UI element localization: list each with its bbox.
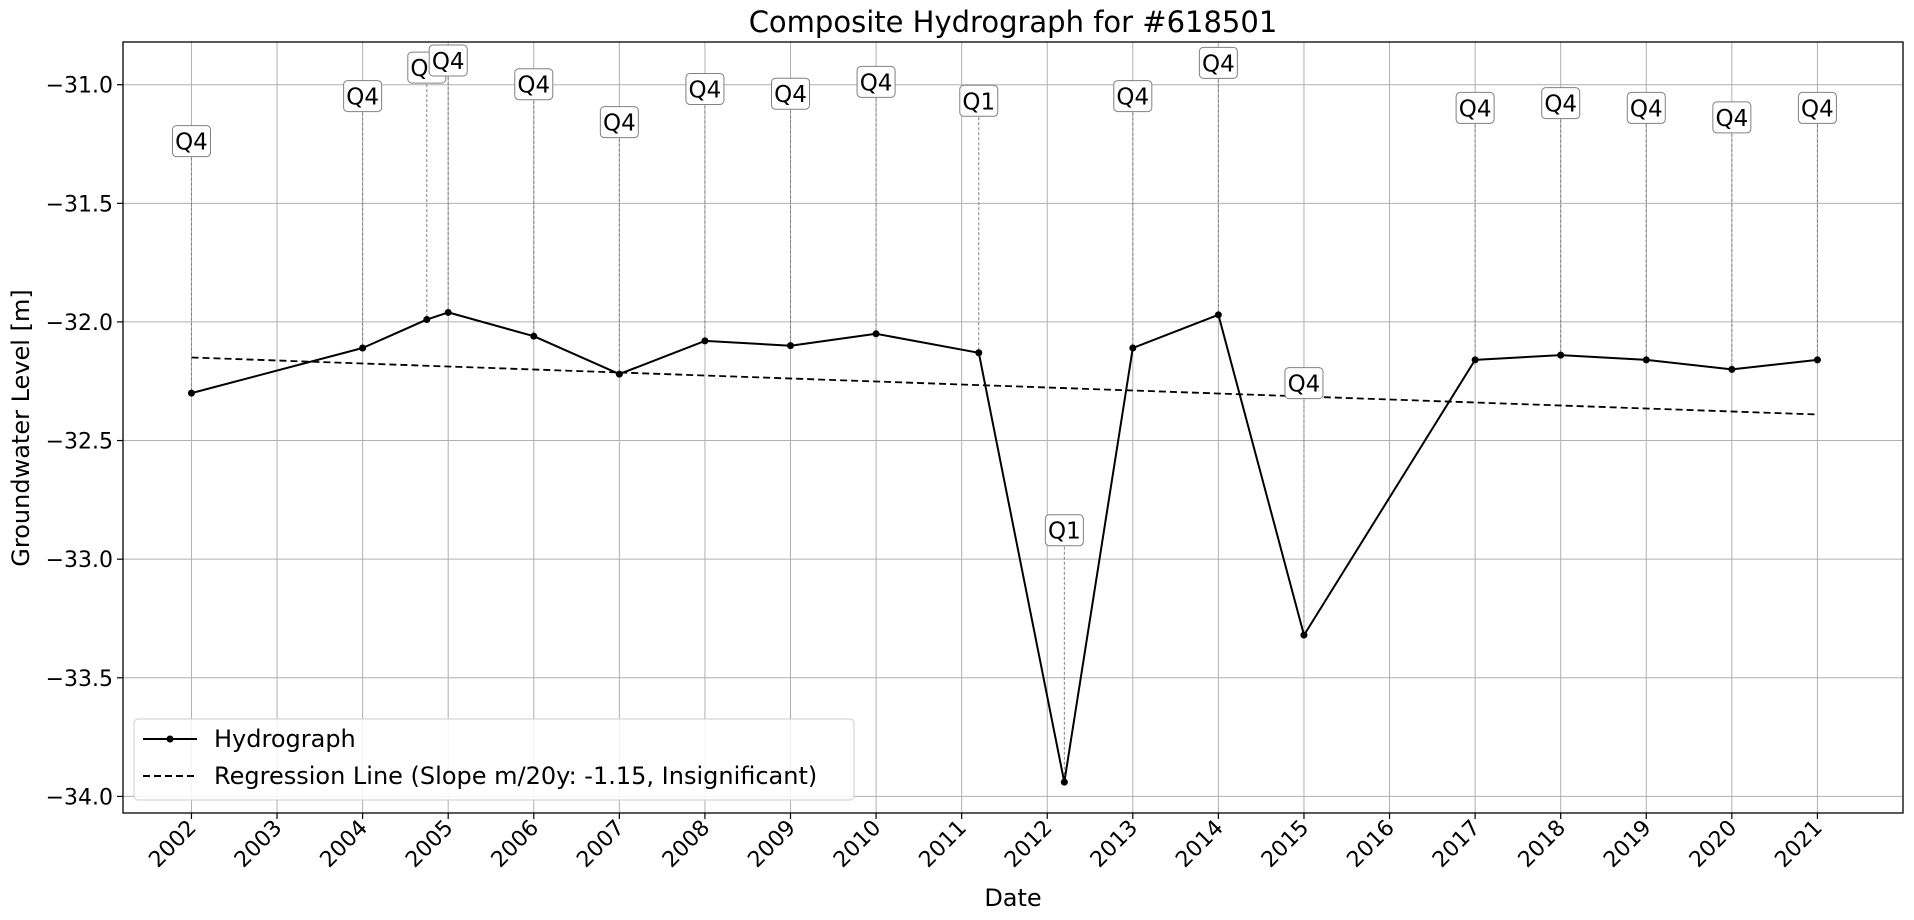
annotation-label: Q1 [962,89,995,115]
y-axis-ticks: −31.0 −31.5 −32.0 −32.5 −33.0 −33.5 −34.0 [46,74,123,810]
hydrograph-point [1300,631,1308,639]
annotation-box [1198,46,1238,79]
annotation-box [771,77,810,110]
annotation-label: Q4 [1202,51,1235,77]
annotation-label: Q4 [175,130,208,156]
legend-hydrograph-label: Hydrograph [214,725,356,753]
annotation-label: Q4 [689,77,722,103]
hydrograph-point [701,337,709,345]
annotation-label: Q4 [1801,96,1834,122]
plot-frame [122,41,1904,814]
annotation-label: Q4 [432,49,465,75]
annotation-label: Q4 [860,70,893,96]
y-tick-label: −33.0 [46,548,113,573]
y-tick-label: −31.5 [46,192,113,217]
annotation-label: Q1 [1048,519,1081,545]
hydrograph-point [872,330,880,338]
annotation-box [959,84,999,117]
y-tick-label: −31.0 [46,74,113,99]
hydrograph-point [1214,311,1222,319]
hydrograph-point [1129,344,1137,352]
annotation-label: Q4 [603,111,636,137]
hydrograph-point [615,370,623,378]
y-tick-label: −33.5 [46,667,113,692]
annotation-box [1712,101,1752,134]
annotation-label: Q4 [1544,92,1577,118]
chart-title: Composite Hydrograph for #618501 [749,5,1278,39]
annotation-label: Q4 [517,73,550,99]
hydrograph-point [1642,356,1650,364]
x-axis-label: Date [984,884,1041,912]
annotation-box [1626,91,1666,124]
annotation-box [685,72,725,105]
annotation-box [1284,367,1324,400]
annotation-box [1044,514,1084,547]
hydrograph-point [187,389,195,397]
legend-hydrograph-marker [166,735,174,743]
hydrograph-point [530,332,538,340]
hydrograph-point [1060,778,1068,786]
y-axis-label: Groundwater Level [m] [7,289,35,566]
y-tick-label: −32.5 [46,430,113,455]
annotation-label: Q4 [1116,85,1149,111]
annotation-box [856,65,896,98]
hydrograph-point [787,342,794,350]
legend: Hydrograph Regression Line (Slope m/20y:… [133,718,855,801]
annotation-box [171,125,211,158]
annotation-box [514,68,554,101]
hydrograph-point [1728,365,1736,373]
annotation-label: Q4 [1630,96,1663,122]
regression-layer [191,356,1818,416]
y-tick-label: −32.0 [46,311,113,336]
hydrograph-point [1557,351,1565,359]
annotation-box [1455,91,1495,124]
annotation-label: Q4 [774,82,807,108]
regression-line [191,356,1818,416]
annotation-box [343,80,383,113]
annotation-box [1541,87,1581,120]
annotation-box [428,44,468,77]
y-tick-label: −34.0 [46,785,113,810]
hydrograph-point [1813,356,1821,364]
hydrograph-point [359,344,367,352]
hydrograph-point [1471,356,1479,364]
annotation-box [599,106,639,139]
hydrograph-layer [187,308,1821,786]
legend-box [133,718,855,801]
annotation-label: Q4 [346,85,379,111]
hydrograph-point [423,316,431,324]
annotation-label: Q4 [1288,372,1321,398]
hydrograph-point [975,349,983,357]
annotation-label: Q4 [1715,106,1748,132]
annotation-box [1113,80,1153,113]
legend-regression-label: Regression Line (Slope m/20y: -1.15, Ins… [214,762,817,790]
annotation-box [1797,91,1837,124]
hydrograph-point [444,308,452,316]
annotation-label: Q4 [1459,96,1492,122]
